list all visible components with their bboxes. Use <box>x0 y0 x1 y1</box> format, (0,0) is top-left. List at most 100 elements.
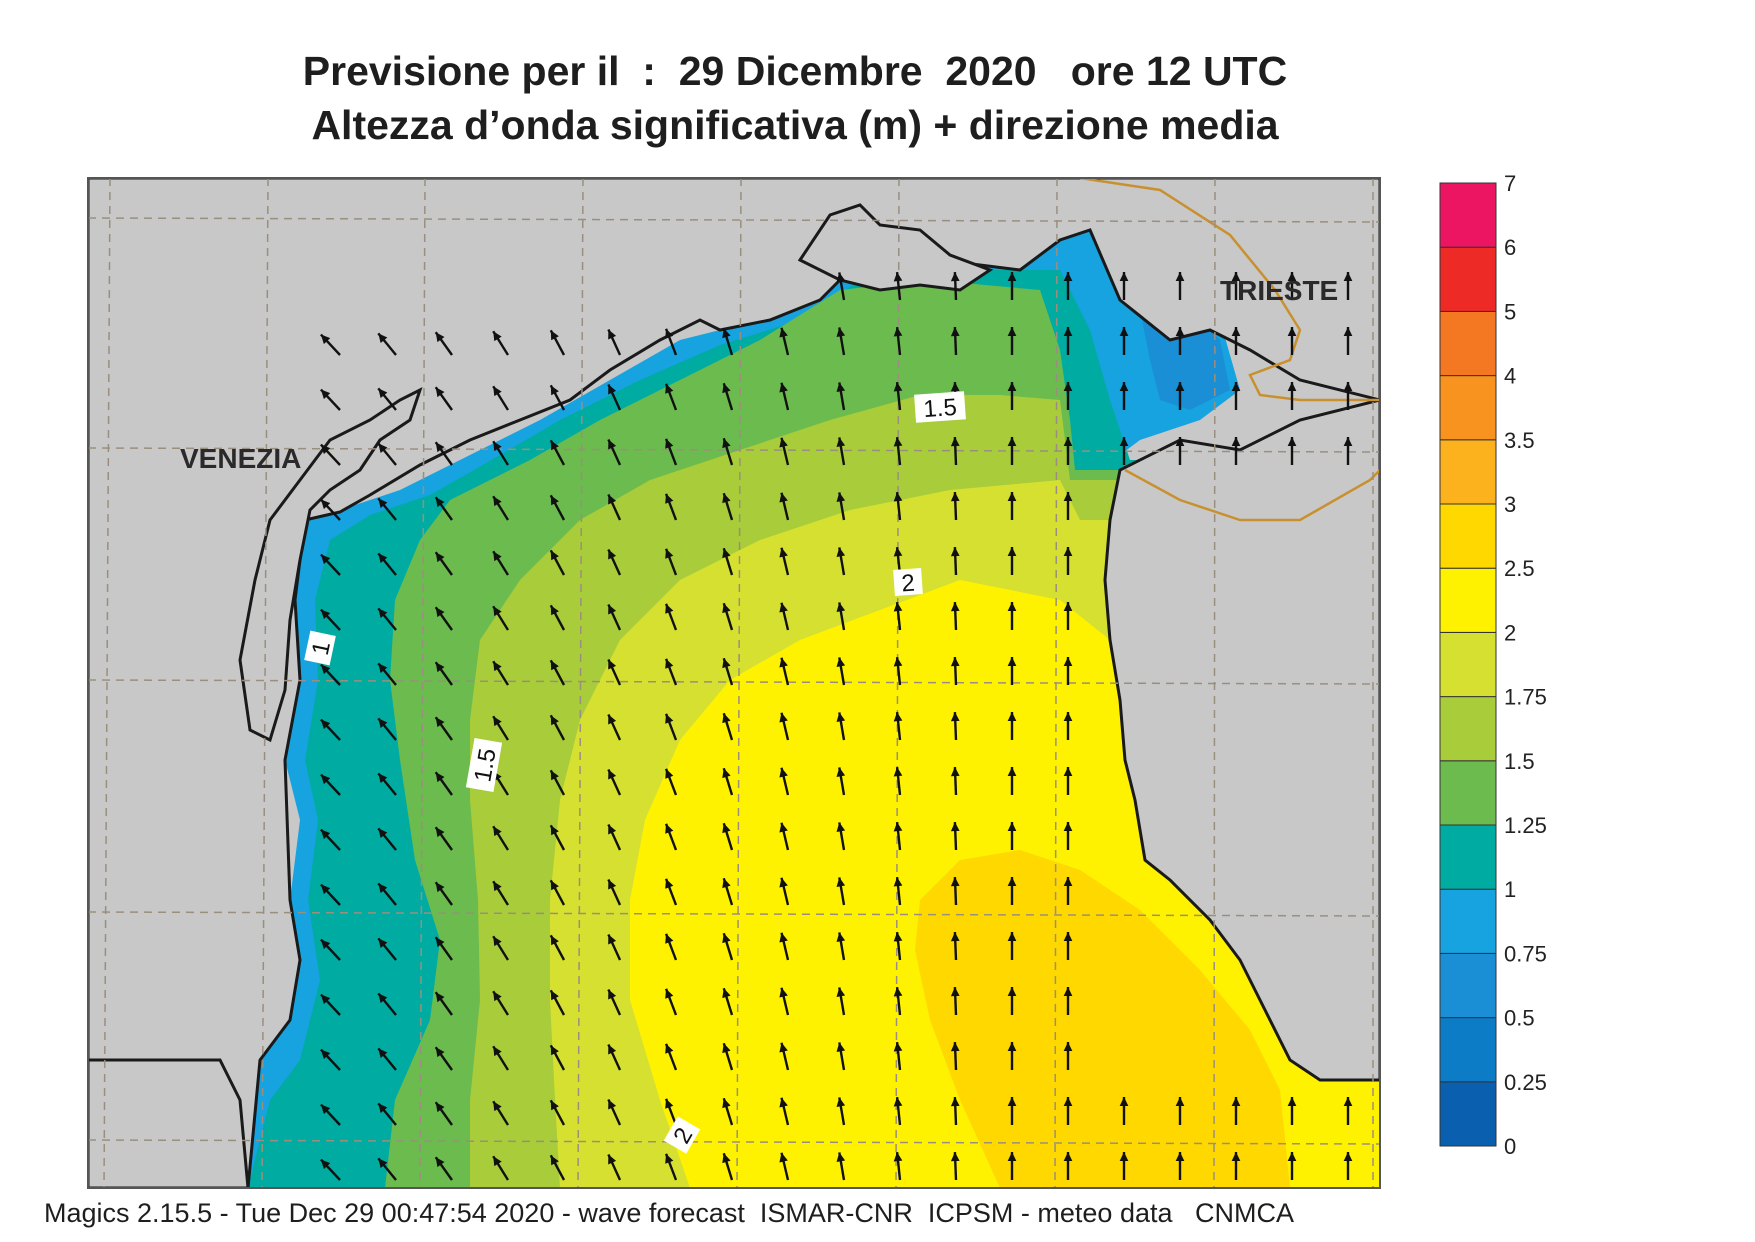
direction-arrow-head <box>1175 382 1185 392</box>
direction-arrow-head <box>320 884 331 895</box>
direction-arrow-head <box>779 767 788 778</box>
direction-arrow-head <box>722 713 731 724</box>
direction-arrow-head <box>950 1097 960 1107</box>
svg-text:1: 1 <box>307 639 336 658</box>
direction-arrow-head <box>550 715 559 726</box>
direction-arrow-head <box>665 713 674 724</box>
direction-arrow-head <box>836 767 846 778</box>
direction-arrow-head <box>836 437 846 448</box>
legend-tick-label: 1.25 <box>1504 813 1547 838</box>
direction-arrow-head <box>1007 547 1017 557</box>
contour-label: 1 <box>304 630 336 666</box>
direction-arrow-head <box>950 492 960 502</box>
direction-arrow-head <box>950 712 960 722</box>
direction-arrow-head <box>608 659 617 670</box>
direction-arrow-head <box>836 327 846 338</box>
direction-arrow-head <box>1119 437 1129 447</box>
national-border-istria <box>1124 468 1380 522</box>
legend-tick-label: 0.5 <box>1504 1006 1535 1031</box>
direction-arrow-head <box>779 877 788 888</box>
land-grado-islands <box>797 203 994 292</box>
legend-tick-label: 7 <box>1504 171 1516 196</box>
direction-arrow-head <box>779 327 788 338</box>
legend-tick-label: 0.75 <box>1504 941 1547 966</box>
direction-arrow-head <box>550 330 559 341</box>
direction-arrow-head <box>550 1100 559 1111</box>
direction-arrow-head <box>608 1154 617 1165</box>
direction-arrow-head <box>893 1097 903 1107</box>
direction-arrow-head <box>665 548 674 559</box>
direction-arrow-head <box>1063 382 1073 392</box>
direction-arrow-head <box>550 660 559 671</box>
direction-arrow-head <box>893 1152 903 1162</box>
direction-arrow-head <box>378 938 388 949</box>
legend-swatch <box>1439 888 1497 954</box>
direction-arrow-head <box>893 272 903 282</box>
direction-arrow-head <box>320 1159 331 1170</box>
direction-arrow-head <box>320 444 331 455</box>
direction-arrow-head <box>435 992 445 1003</box>
direction-arrow-head <box>608 769 617 780</box>
direction-arrow-head <box>493 991 502 1002</box>
direction-arrow-head <box>1007 382 1017 392</box>
direction-arrow-head <box>608 604 617 615</box>
direction-arrow-head <box>665 1153 674 1164</box>
contour-label: 1.5 <box>465 737 503 793</box>
direction-arrow-head <box>493 331 502 342</box>
direction-arrow-head <box>836 877 846 888</box>
direction-arrow-head <box>779 657 788 668</box>
land-istria <box>1103 398 1380 1082</box>
direction-arrow-head <box>836 492 846 503</box>
direction-arrow-head <box>320 554 331 565</box>
direction-arrow-head <box>836 1042 846 1053</box>
legend-swatch <box>1439 1081 1497 1147</box>
direction-arrow-head <box>608 494 617 505</box>
direction-arrow-head <box>722 988 731 999</box>
direction-arrow-head <box>1063 932 1073 942</box>
direction-arrow-head <box>608 384 617 395</box>
direction-arrow-head <box>836 547 846 558</box>
direction-arrow-head <box>722 1153 731 1164</box>
direction-arrow-head <box>320 939 331 950</box>
direction-arrow-head <box>550 825 559 836</box>
direction-arrow-head <box>1231 1152 1241 1162</box>
direction-arrow-head <box>1063 712 1073 722</box>
legend-swatch <box>1439 375 1497 441</box>
direction-arrow-head <box>550 495 559 506</box>
direction-arrow-head <box>722 328 731 339</box>
direction-arrow-head <box>665 988 674 999</box>
land-po-delta <box>88 1058 250 1188</box>
direction-arrow-head <box>1063 1042 1073 1052</box>
direction-arrow-head <box>1343 437 1353 447</box>
direction-arrow-head <box>779 547 788 558</box>
direction-arrow-head <box>1287 437 1297 447</box>
direction-arrow-head <box>550 990 559 1001</box>
legend-tick-label: 0 <box>1504 1134 1516 1159</box>
direction-arrow-head <box>779 602 788 613</box>
direction-arrow-head <box>950 987 960 997</box>
direction-arrow-head <box>1063 437 1073 447</box>
direction-arrow-head <box>1007 932 1017 942</box>
direction-arrow-head <box>1007 492 1017 502</box>
direction-arrow-head <box>893 547 903 557</box>
direction-arrow-head <box>1063 767 1073 777</box>
direction-arrow-head <box>435 937 445 948</box>
direction-arrow-head <box>493 606 502 617</box>
direction-arrow-head <box>435 497 445 508</box>
direction-arrow-head <box>1175 1097 1185 1107</box>
direction-arrow-head <box>435 1047 445 1058</box>
direction-arrow-head <box>1119 1097 1129 1107</box>
direction-arrow-head <box>1287 327 1297 337</box>
legend-swatch <box>1439 631 1497 698</box>
direction-arrow-head <box>608 934 617 945</box>
direction-arrow-head <box>378 718 388 729</box>
direction-arrow-head <box>1063 327 1073 337</box>
direction-arrow-head <box>320 994 331 1005</box>
direction-arrow-head <box>608 1044 617 1055</box>
direction-arrow-head <box>950 547 960 557</box>
direction-arrow-head <box>1343 327 1353 337</box>
direction-arrow-head <box>1007 767 1017 777</box>
direction-arrow-head <box>1007 272 1017 282</box>
map-frame <box>87 177 1381 1189</box>
direction-arrow-head <box>320 829 331 840</box>
